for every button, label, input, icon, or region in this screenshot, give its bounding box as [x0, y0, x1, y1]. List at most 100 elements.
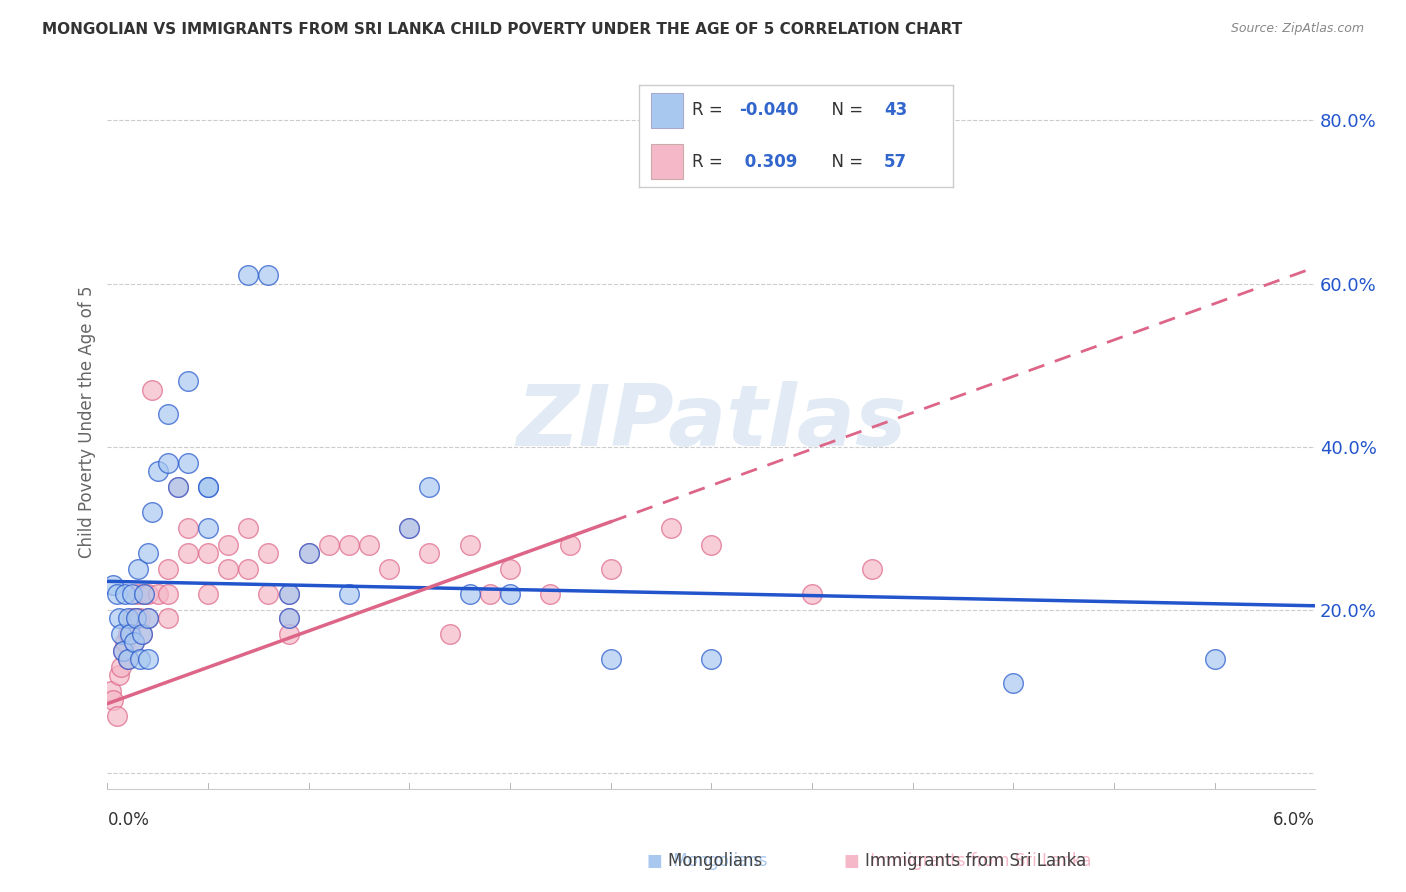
Point — [217, 538, 239, 552]
Point — [136, 546, 159, 560]
Point — [257, 546, 280, 560]
Point — [177, 546, 200, 560]
Point — [458, 586, 481, 600]
Point — [128, 652, 150, 666]
Point — [121, 586, 143, 600]
Point — [238, 521, 260, 535]
Point — [112, 643, 135, 657]
Point — [458, 538, 481, 552]
Point — [277, 611, 299, 625]
Text: MONGOLIAN VS IMMIGRANTS FROM SRI LANKA CHILD POVERTY UNDER THE AGE OF 5 CORRELAT: MONGOLIAN VS IMMIGRANTS FROM SRI LANKA C… — [42, 22, 963, 37]
Point — [538, 586, 561, 600]
Point — [599, 562, 621, 576]
Point — [107, 709, 129, 723]
Point — [659, 521, 682, 535]
Point — [118, 627, 141, 641]
Point — [127, 586, 149, 600]
Point — [197, 586, 219, 600]
Point — [298, 546, 321, 560]
Point — [700, 538, 723, 552]
Point — [560, 538, 582, 552]
Point — [117, 611, 139, 625]
Point — [114, 635, 136, 649]
Point — [124, 611, 146, 625]
Point — [136, 611, 159, 625]
Point — [238, 268, 260, 283]
Point — [277, 586, 299, 600]
Point — [110, 627, 132, 641]
Point — [112, 643, 135, 657]
Point — [118, 627, 141, 641]
Point — [197, 481, 219, 495]
Point — [117, 627, 139, 641]
Point — [166, 481, 188, 495]
Point — [141, 383, 163, 397]
Point — [499, 562, 522, 576]
Point — [156, 611, 179, 625]
Point — [800, 586, 823, 600]
Point — [337, 538, 360, 552]
Point — [136, 586, 159, 600]
Point — [156, 562, 179, 576]
Point — [156, 586, 179, 600]
Point — [177, 456, 200, 470]
Point — [146, 464, 169, 478]
Point — [121, 611, 143, 625]
Point — [103, 692, 125, 706]
Point — [132, 586, 155, 600]
Point — [277, 611, 299, 625]
Point — [197, 546, 219, 560]
Text: Source: ZipAtlas.com: Source: ZipAtlas.com — [1230, 22, 1364, 36]
Point — [337, 586, 360, 600]
Point — [108, 668, 131, 682]
Point — [257, 268, 280, 283]
Text: ■  Immigrants from Sri Lanka: ■ Immigrants from Sri Lanka — [844, 852, 1091, 870]
Point — [103, 578, 125, 592]
Point — [398, 521, 420, 535]
Point — [107, 586, 129, 600]
Point — [298, 546, 321, 560]
Point — [132, 586, 155, 600]
Point — [418, 481, 440, 495]
Point — [318, 538, 340, 552]
Point — [166, 481, 188, 495]
Point — [277, 586, 299, 600]
Point — [257, 586, 280, 600]
Point — [122, 635, 145, 649]
Point — [177, 375, 200, 389]
Y-axis label: Child Poverty Under the Age of 5: Child Poverty Under the Age of 5 — [79, 286, 96, 558]
Text: 6.0%: 6.0% — [1274, 812, 1315, 830]
Point — [127, 562, 149, 576]
Point — [108, 611, 131, 625]
Point — [124, 611, 146, 625]
Point — [359, 538, 381, 552]
Point — [100, 684, 122, 698]
Point — [378, 562, 401, 576]
Point — [131, 627, 153, 641]
Point — [277, 627, 299, 641]
Text: ZIPatlas: ZIPatlas — [516, 381, 907, 464]
Point — [418, 546, 440, 560]
Point — [146, 586, 169, 600]
Point — [114, 586, 136, 600]
Point — [136, 652, 159, 666]
Point — [122, 635, 145, 649]
Point — [398, 521, 420, 535]
Point — [478, 586, 501, 600]
Point — [499, 586, 522, 600]
Point — [599, 652, 621, 666]
Point — [860, 562, 883, 576]
Point — [131, 627, 153, 641]
Text: 0.0%: 0.0% — [107, 812, 149, 830]
Point — [156, 407, 179, 421]
Text: Mongolians: Mongolians — [647, 852, 762, 870]
Point — [177, 521, 200, 535]
Point — [156, 456, 179, 470]
Point — [197, 481, 219, 495]
Point — [110, 660, 132, 674]
Point — [117, 652, 139, 666]
Point — [1002, 676, 1025, 690]
Point — [1204, 652, 1226, 666]
Text: Immigrants from Sri Lanka: Immigrants from Sri Lanka — [844, 852, 1085, 870]
Point — [117, 652, 139, 666]
